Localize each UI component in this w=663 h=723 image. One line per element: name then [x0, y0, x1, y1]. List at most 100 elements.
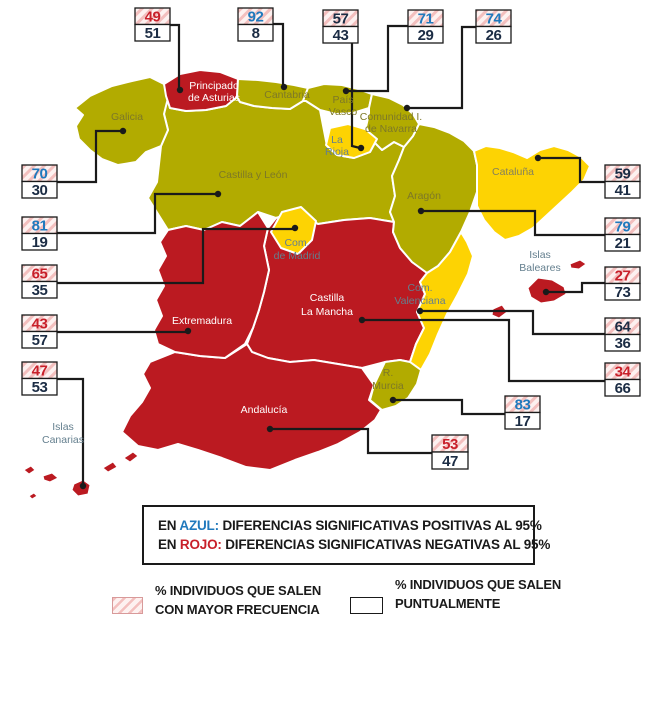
label-murcia-2: Murcia	[372, 380, 404, 392]
callout-extremadura: 43 57	[21, 314, 58, 349]
svg-text:29: 29	[418, 27, 434, 44]
callout-murcia: 83 17	[504, 395, 541, 430]
label-castilla-y-leon: Castilla y León	[219, 169, 288, 181]
svg-text:49: 49	[145, 9, 161, 26]
label-la-rioja: La	[331, 134, 343, 146]
svg-text:59: 59	[615, 166, 631, 183]
svg-text:74: 74	[486, 11, 503, 28]
label-baleares: Islas	[529, 249, 551, 261]
region-asturias	[163, 69, 239, 112]
azul-keyword: AZUL:	[179, 518, 219, 533]
label-extremadura: Extremadura	[172, 315, 232, 327]
svg-text:51: 51	[145, 25, 161, 42]
significance-note-line1: EN AZUL: DIFERENCIAS SIGNIFICATIVAS POSI…	[158, 518, 542, 533]
callout-leads	[57, 22, 605, 490]
callout-la-rioja: 57 43	[322, 9, 359, 44]
svg-text:53: 53	[442, 436, 458, 453]
svg-text:57: 57	[333, 11, 349, 28]
svg-text:19: 19	[32, 234, 48, 251]
label-valenciana: Com.	[407, 282, 432, 294]
label-pais-vasco: País	[332, 94, 353, 106]
callout-asturias: 49 51	[134, 7, 171, 42]
hatched-swatch	[112, 597, 143, 614]
svg-text:43: 43	[32, 316, 48, 333]
svg-text:47: 47	[32, 363, 48, 380]
svg-text:71: 71	[418, 11, 434, 28]
svg-text:43: 43	[333, 27, 349, 44]
region-murcia	[369, 359, 422, 411]
svg-text:36: 36	[615, 335, 631, 352]
callout-pais-vasco: 71 29	[407, 9, 444, 44]
svg-text:81: 81	[32, 218, 48, 235]
callout-castilla-la-mancha: 34 66	[604, 362, 641, 397]
callout-castilla-y-leon: 81 19	[21, 216, 58, 251]
svg-text:66: 66	[615, 380, 631, 397]
label-baleares-2: Baleares	[519, 262, 560, 274]
callout-boxes: 49 51 92 8 57 43 71 29 74 26 70 30	[21, 7, 641, 470]
svg-text:53: 53	[32, 379, 48, 396]
significance-note: EN AZUL: DIFERENCIAS SIGNIFICATIVAS POSI…	[142, 505, 551, 565]
svg-text:57: 57	[32, 332, 48, 349]
svg-text:17: 17	[515, 413, 531, 430]
callout-navarra: 74 26	[475, 9, 512, 44]
svg-text:30: 30	[32, 182, 48, 199]
svg-text:26: 26	[486, 27, 502, 44]
svg-text:41: 41	[615, 182, 631, 199]
callout-galicia: 70 30	[21, 164, 58, 199]
region-canarias	[23, 451, 139, 500]
svg-text:27: 27	[615, 268, 631, 285]
svg-text:21: 21	[615, 235, 631, 252]
significance-note-line2: EN ROJO: DIFERENCIAS SIGNIFICATIVAS NEGA…	[158, 537, 551, 552]
hatched-swatch-label: % INDIVIDUOS QUE SALEN CON MAYOR FRECUEN…	[155, 583, 322, 617]
label-valenciana-2: Valenciana	[394, 295, 445, 307]
region-cataluna	[473, 145, 591, 241]
label-madrid: Com.	[284, 237, 309, 249]
label-canarias: Islas	[52, 421, 74, 433]
svg-text:65: 65	[32, 266, 48, 283]
svg-text:8: 8	[252, 25, 260, 42]
label-madrid-2: de Madrid	[274, 250, 321, 262]
svg-text:73: 73	[615, 284, 631, 301]
callout-cantabria: 92 8	[237, 7, 274, 42]
callout-andalucia: 53 47	[431, 434, 469, 470]
label-cantabria: Cantabria	[264, 89, 310, 101]
region-labels: Galicia Principado de Asturias Cantabria…	[42, 80, 561, 446]
region-galicia	[74, 76, 169, 166]
white-swatch-label: % INDIVIDUOS QUE SALEN PUNTUALMENTE	[395, 577, 562, 611]
label-la-rioja-2: Rioja	[325, 146, 349, 158]
label-andalucia: Andalucía	[241, 404, 288, 416]
region-baleares-menorca	[569, 259, 587, 270]
white-swatch	[350, 597, 383, 614]
region-cantabria	[236, 78, 309, 110]
callout-canarias: 47 53	[21, 361, 58, 396]
callout-baleares: 27 73	[604, 266, 641, 301]
label-asturias-2: de Asturias	[188, 92, 240, 104]
label-aragon: Aragón	[407, 190, 441, 202]
callout-madrid: 65 35	[21, 264, 58, 299]
svg-text:92: 92	[248, 9, 264, 26]
label-castilla-la-mancha-2: La Mancha	[301, 306, 353, 318]
callout-cataluna: 59 41	[604, 164, 641, 199]
label-galicia: Galicia	[111, 111, 143, 123]
region-extremadura	[153, 211, 270, 359]
region-andalucia	[121, 343, 382, 471]
label-navarra: Comunidad I.	[360, 111, 422, 123]
map-regions	[23, 69, 591, 500]
svg-text:64: 64	[615, 319, 632, 336]
svg-text:35: 35	[32, 282, 48, 299]
callout-valenciana: 64 36	[604, 317, 641, 352]
svg-text:70: 70	[32, 166, 48, 183]
label-castilla-la-mancha: Castilla	[310, 292, 345, 304]
svg-text:79: 79	[615, 219, 631, 236]
label-asturias: Principado	[189, 80, 239, 92]
label-murcia: R.	[383, 367, 394, 379]
label-canarias-2: Canarias	[42, 434, 84, 446]
callout-aragon: 79 21	[604, 217, 641, 252]
svg-text:47: 47	[442, 453, 458, 470]
label-navarra-2: de Navarra	[365, 123, 417, 135]
label-pais-vasco-2: Vasco	[329, 106, 358, 118]
label-cataluna: Cataluña	[492, 166, 534, 178]
svg-text:83: 83	[515, 397, 531, 414]
